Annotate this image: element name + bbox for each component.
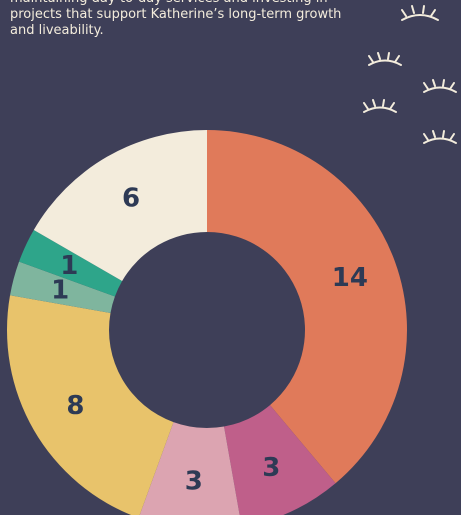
value-label: 3 xyxy=(185,466,203,496)
eye-icon xyxy=(424,131,456,143)
eye-icon xyxy=(364,100,396,112)
eye-icon xyxy=(424,80,456,92)
chart: 14338116 xyxy=(0,0,461,515)
value-label: 3 xyxy=(262,453,280,483)
value-label: 6 xyxy=(122,183,140,213)
value-label: 1 xyxy=(60,251,78,281)
value-label: 14 xyxy=(332,263,368,293)
eye-icon xyxy=(369,53,401,65)
page: maintaining day-to-day services and inve… xyxy=(0,0,461,515)
value-label: 8 xyxy=(66,391,84,421)
eye-icon xyxy=(402,6,438,20)
donut-segment xyxy=(7,295,173,515)
